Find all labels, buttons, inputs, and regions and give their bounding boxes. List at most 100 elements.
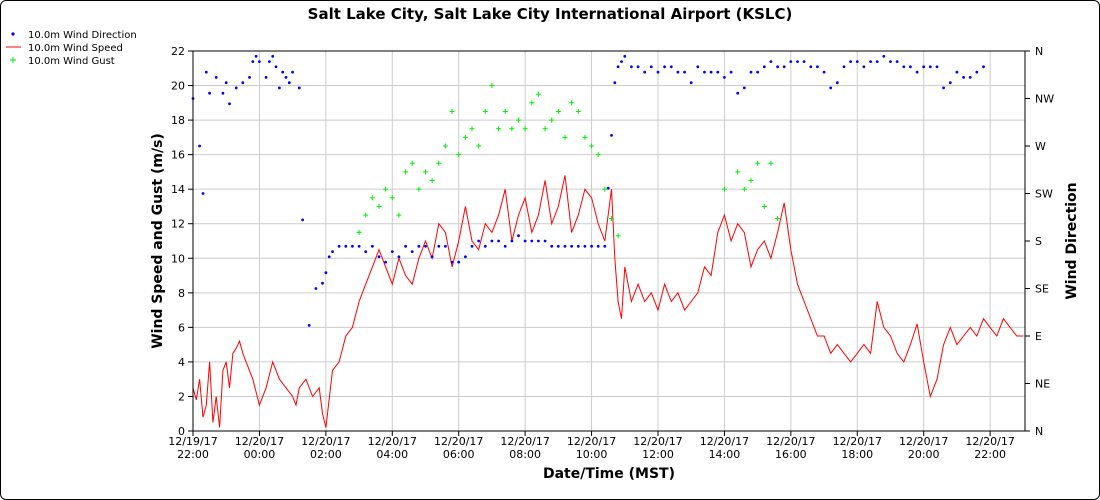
x-tick-label-time: 18:00 — [841, 448, 873, 461]
wind-direction-point — [729, 70, 733, 74]
wind-direction-point — [224, 81, 228, 85]
wind-direction-point — [623, 54, 627, 58]
wind-direction-point — [709, 70, 713, 74]
wind-gust-point — [389, 195, 395, 201]
x-tick-label-date: 12/19/17 — [168, 435, 217, 448]
wind-gust-point — [515, 117, 521, 123]
x-tick-label-time: 06:00 — [443, 448, 475, 461]
wind-direction-point — [630, 65, 633, 69]
y-tick-label: 10 — [171, 252, 185, 265]
x-tick-label-time: 00:00 — [244, 448, 276, 461]
x-tick-label-time: 16:00 — [775, 448, 807, 461]
wind-direction-point — [982, 65, 985, 69]
wind-direction-point — [351, 244, 354, 248]
wind-direction-point — [875, 60, 879, 63]
wind-direction-point — [384, 260, 387, 264]
x-tick-label-time: 22:00 — [974, 448, 1006, 461]
x-tick-label-time: 02:00 — [310, 448, 342, 461]
wind-direction-point — [377, 255, 381, 259]
wind-direction-point — [417, 244, 421, 248]
wind-gust-point — [755, 160, 761, 166]
x-tick-label-date: 12/20/17 — [965, 435, 1014, 448]
wind-gust-point — [356, 229, 362, 235]
x-tick-label-time: 22:00 — [177, 448, 209, 461]
wind-direction-point — [789, 60, 793, 63]
wind-gust-point — [409, 160, 415, 166]
wind-direction-point — [241, 81, 245, 85]
wind-direction-point — [915, 70, 919, 74]
wind-direction-point — [822, 70, 826, 74]
y-tick-label: 6 — [178, 321, 185, 334]
wind-direction-point — [248, 76, 251, 79]
wind-direction-point — [550, 244, 554, 248]
wind-gust-point — [363, 212, 369, 218]
wind-gust-point — [489, 83, 495, 89]
wind-direction-point — [364, 250, 368, 254]
wind-direction-point — [314, 287, 318, 290]
wind-direction-point — [268, 60, 271, 63]
wind-direction-point — [716, 70, 720, 74]
wind-direction-point — [703, 70, 706, 74]
wind-direction-point — [590, 244, 593, 248]
wind-direction-point — [935, 65, 939, 69]
wind-direction-point — [510, 239, 514, 243]
wind-direction-point — [404, 244, 407, 248]
wind-direction-point — [291, 70, 294, 74]
wind-gust-point — [735, 169, 741, 175]
wind-direction-point — [297, 86, 301, 90]
wind-gust-point — [522, 126, 528, 132]
wind-direction-point — [736, 91, 740, 95]
y-tick-label: 0 — [178, 425, 185, 438]
wind-direction-point — [497, 239, 500, 243]
wind-direction-point — [537, 239, 540, 243]
x-axis-label: Date/Time (MST) — [543, 466, 675, 482]
x-tick-label-date: 12/20/17 — [368, 435, 417, 448]
y2-axis-ticks: N NE E SE S SW W NW N — [1025, 45, 1054, 438]
wind-direction-point — [444, 244, 447, 248]
wind-direction-point — [208, 91, 212, 95]
y2-tick-label: N — [1035, 45, 1043, 58]
y-tick-label: 22 — [171, 45, 185, 58]
y2-tick-label: W — [1035, 140, 1046, 153]
wind-gust-point — [502, 108, 508, 114]
wind-direction-point — [862, 65, 866, 69]
x-axis-ticks: 12/19/1722:0012/20/1700:0012/20/1702:001… — [168, 431, 1015, 461]
y-axis-label: Wind Speed and Gust (m/s) — [150, 133, 166, 349]
x-tick-label-time: 12:00 — [642, 448, 674, 461]
wind-direction-point — [742, 86, 746, 90]
wind-direction-point — [616, 65, 620, 69]
x-tick-label-time: 04:00 — [376, 448, 408, 461]
wind-direction-point — [962, 76, 965, 79]
wind-direction-point — [563, 244, 567, 248]
wind-direction-point — [955, 70, 959, 74]
wind-direction-point — [909, 65, 912, 69]
x-tick-label-date: 12/20/17 — [500, 435, 549, 448]
wind-gust-point — [396, 212, 402, 218]
wind-gust-point — [761, 203, 767, 209]
wind-direction-point — [284, 76, 288, 79]
wind-gust-point — [496, 126, 502, 132]
wind-direction-point — [928, 65, 932, 69]
wind-direction-point — [477, 239, 480, 243]
wind-gust-point — [602, 186, 608, 192]
y2-tick-label: S — [1035, 235, 1042, 248]
chart-title: Salt Lake City, Salt Lake City Internati… — [308, 5, 793, 23]
wind-gust-point — [582, 134, 588, 140]
wind-direction-point — [663, 65, 666, 69]
wind-gust-point — [383, 186, 389, 192]
wind-gust-point — [535, 91, 541, 97]
wind-direction-point — [301, 218, 304, 222]
wind-direction-point — [610, 134, 613, 137]
y-tick-label: 14 — [171, 183, 185, 196]
wind-direction-point — [683, 70, 686, 74]
wind-direction-point — [344, 244, 348, 248]
wind-direction-point — [523, 239, 527, 243]
wind-gust-point — [721, 186, 727, 192]
wind-gust-point — [595, 152, 601, 158]
legend-direction-marker — [11, 32, 15, 36]
wind-gust-point — [529, 100, 535, 106]
legend: 10.0m Wind Direction 10.0m Wind Speed 10… — [6, 30, 137, 67]
y2-tick-label: NW — [1035, 93, 1054, 106]
wind-direction-point — [337, 244, 341, 248]
